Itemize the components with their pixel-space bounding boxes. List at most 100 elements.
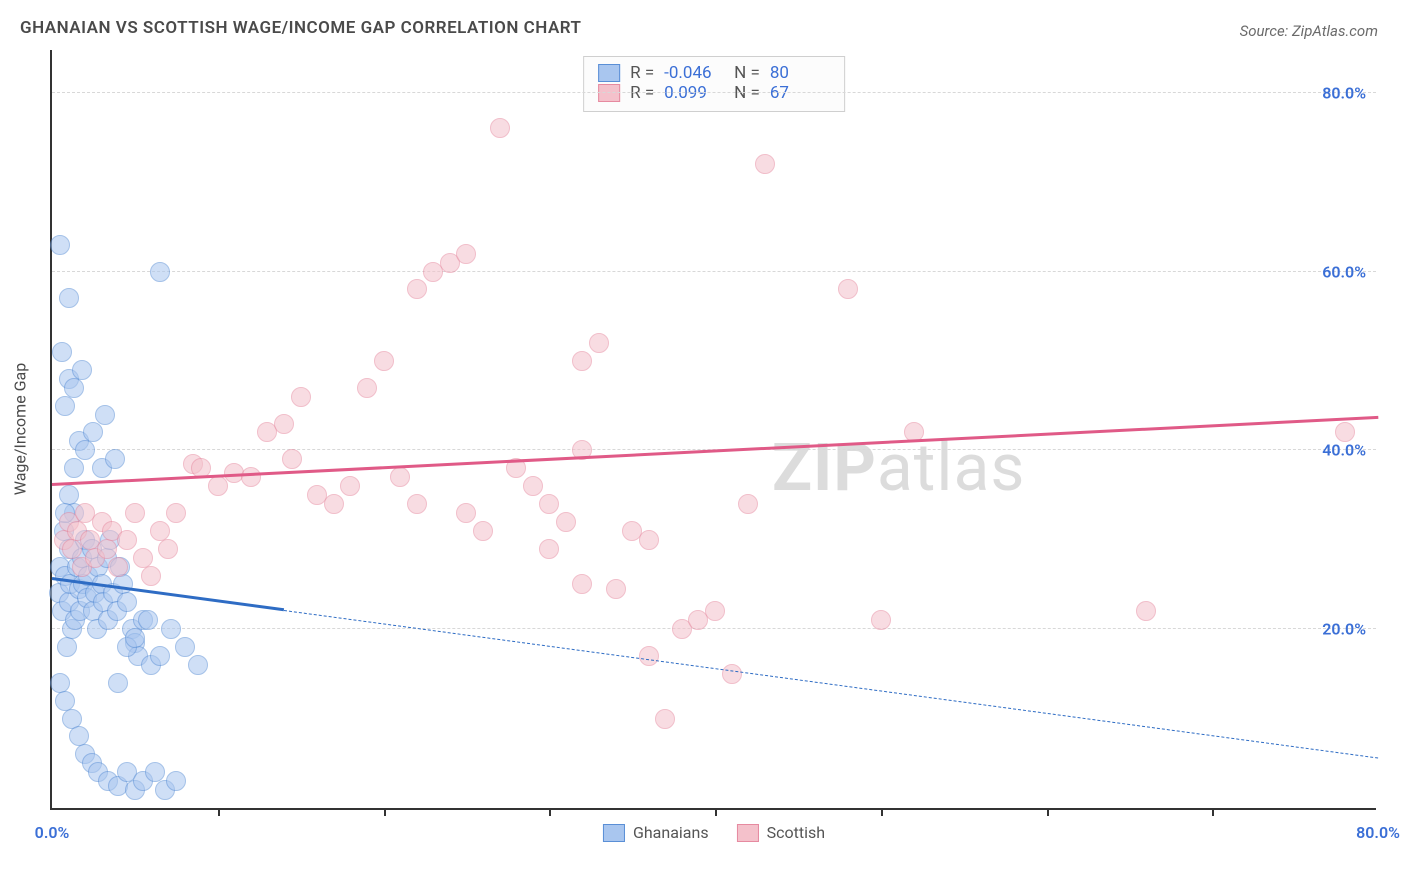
data-point bbox=[539, 494, 559, 514]
data-point bbox=[407, 279, 427, 299]
y-tick-label: 40.0% bbox=[1322, 441, 1366, 460]
data-point bbox=[473, 521, 493, 541]
legend-item: Ghanaians bbox=[603, 823, 709, 842]
r-value: 0.099 bbox=[664, 83, 724, 103]
data-point bbox=[572, 351, 592, 371]
data-point bbox=[97, 539, 117, 559]
data-point bbox=[83, 422, 103, 442]
data-point bbox=[374, 351, 394, 371]
data-point bbox=[539, 539, 559, 559]
n-value: 80 bbox=[770, 63, 830, 83]
x-tick bbox=[1047, 808, 1049, 816]
data-point bbox=[1335, 422, 1355, 442]
data-point bbox=[108, 673, 128, 693]
data-point bbox=[456, 503, 476, 523]
data-point bbox=[72, 360, 92, 380]
data-point bbox=[150, 646, 170, 666]
data-point bbox=[59, 485, 79, 505]
data-point bbox=[166, 771, 186, 791]
data-point bbox=[166, 503, 186, 523]
x-tick bbox=[549, 808, 551, 816]
data-point bbox=[64, 378, 84, 398]
series-legend: Ghanaians Scottish bbox=[603, 823, 825, 842]
data-point bbox=[523, 476, 543, 496]
x-tick bbox=[218, 808, 220, 816]
x-tick bbox=[715, 808, 717, 816]
plot-area: Wage/Income Gap ZIPatlas R =-0.046N =80R… bbox=[50, 50, 1376, 810]
x-tick-label: 80.0% bbox=[1356, 823, 1400, 842]
data-point bbox=[1136, 601, 1156, 621]
data-point bbox=[105, 449, 125, 469]
n-label: N = bbox=[734, 83, 760, 103]
data-point bbox=[125, 503, 145, 523]
legend-row: R =0.099N =67 bbox=[598, 83, 830, 103]
data-point bbox=[95, 405, 115, 425]
n-value: 67 bbox=[770, 83, 830, 103]
data-point bbox=[589, 333, 609, 353]
data-point bbox=[208, 476, 228, 496]
data-point bbox=[755, 154, 775, 174]
data-point bbox=[274, 414, 294, 434]
data-point bbox=[655, 709, 675, 729]
data-point bbox=[175, 637, 195, 657]
data-point bbox=[340, 476, 360, 496]
data-point bbox=[456, 244, 476, 264]
data-point bbox=[161, 619, 181, 639]
data-point bbox=[55, 396, 75, 416]
data-point bbox=[838, 279, 858, 299]
data-point bbox=[490, 118, 510, 138]
data-point bbox=[64, 458, 84, 478]
data-point bbox=[639, 646, 659, 666]
data-point bbox=[50, 235, 70, 255]
data-point bbox=[407, 494, 427, 514]
y-tick-label: 60.0% bbox=[1322, 262, 1366, 281]
legend-swatch bbox=[737, 824, 759, 842]
r-value: -0.046 bbox=[664, 63, 724, 83]
legend-row: R =-0.046N =80 bbox=[598, 63, 830, 83]
data-point bbox=[291, 387, 311, 407]
data-point bbox=[75, 440, 95, 460]
data-point bbox=[556, 512, 576, 532]
legend-label: Ghanaians bbox=[633, 823, 709, 842]
data-point bbox=[52, 342, 72, 362]
x-tick-label: 0.0% bbox=[35, 823, 70, 842]
data-point bbox=[871, 610, 891, 630]
data-point bbox=[158, 539, 178, 559]
data-point bbox=[282, 449, 302, 469]
y-tick-label: 80.0% bbox=[1322, 83, 1366, 102]
chart-container: GHANAIAN VS SCOTTISH WAGE/INCOME GAP COR… bbox=[0, 0, 1406, 892]
data-point bbox=[50, 673, 70, 693]
legend-swatch bbox=[598, 64, 620, 82]
data-point bbox=[138, 610, 158, 630]
y-tick-label: 20.0% bbox=[1322, 620, 1366, 639]
gridline bbox=[52, 628, 1376, 629]
x-tick bbox=[1212, 808, 1214, 816]
data-point bbox=[324, 494, 344, 514]
gridline bbox=[52, 271, 1376, 272]
data-point bbox=[57, 637, 77, 657]
data-point bbox=[145, 762, 165, 782]
data-point bbox=[125, 628, 145, 648]
gridline bbox=[52, 92, 1376, 93]
data-point bbox=[59, 288, 79, 308]
x-tick bbox=[881, 808, 883, 816]
data-point bbox=[738, 494, 758, 514]
data-point bbox=[108, 557, 128, 577]
data-point bbox=[390, 467, 410, 487]
trend-line bbox=[284, 610, 1378, 759]
x-tick bbox=[384, 808, 386, 816]
y-axis-label: Wage/Income Gap bbox=[11, 363, 30, 495]
legend-label: Scottish bbox=[767, 823, 825, 842]
data-point bbox=[606, 579, 626, 599]
data-point bbox=[141, 566, 161, 586]
legend-swatch bbox=[603, 824, 625, 842]
data-point bbox=[150, 262, 170, 282]
chart-title: GHANAIAN VS SCOTTISH WAGE/INCOME GAP COR… bbox=[20, 18, 582, 38]
data-point bbox=[357, 378, 377, 398]
data-point bbox=[241, 467, 261, 487]
trend-line bbox=[52, 416, 1378, 486]
data-point bbox=[117, 592, 137, 612]
data-point bbox=[188, 655, 208, 675]
data-point bbox=[705, 601, 725, 621]
legend-swatch bbox=[598, 84, 620, 102]
